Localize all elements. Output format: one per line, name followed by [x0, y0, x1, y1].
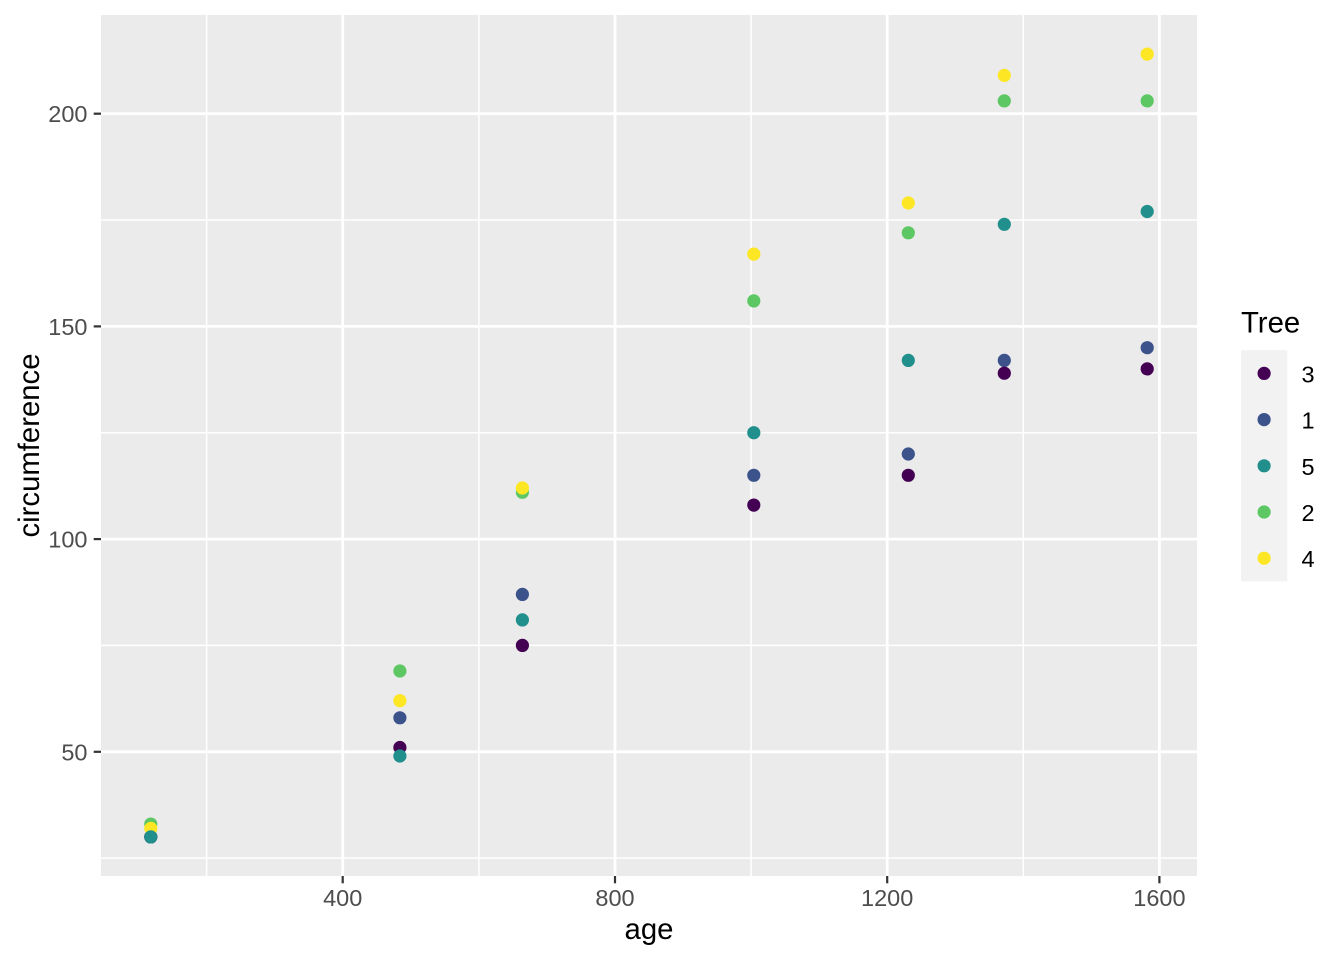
svg-text:200: 200	[48, 101, 87, 127]
svg-text:circumference: circumference	[13, 354, 46, 538]
svg-text:800: 800	[595, 885, 634, 911]
svg-text:4: 4	[1302, 546, 1315, 572]
svg-text:2: 2	[1302, 500, 1315, 526]
svg-text:150: 150	[48, 314, 87, 340]
svg-text:50: 50	[61, 739, 87, 765]
svg-text:100: 100	[48, 527, 87, 553]
svg-text:5: 5	[1302, 454, 1315, 480]
svg-text:400: 400	[323, 885, 362, 911]
svg-text:Tree: Tree	[1241, 307, 1300, 340]
svg-text:1600: 1600	[1133, 885, 1185, 911]
svg-text:1200: 1200	[861, 885, 913, 911]
svg-text:age: age	[625, 913, 674, 946]
svg-text:3: 3	[1302, 361, 1315, 387]
svg-text:1: 1	[1302, 408, 1315, 434]
